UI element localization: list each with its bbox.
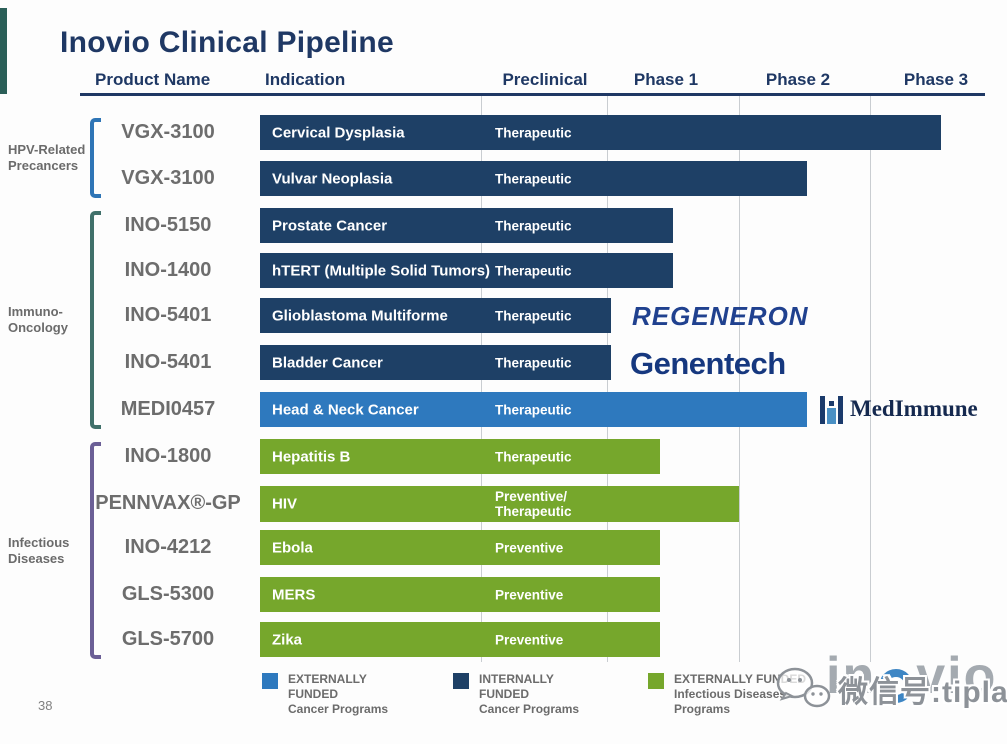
phase-bar-blue: Head & Neck Cancer Therapeutic	[260, 392, 807, 427]
column-header-phase-3: Phase 3	[903, 70, 969, 89]
therapy-type-label: Therapeutic	[495, 308, 572, 323]
phase-bar-green: Hepatitis B Therapeutic	[260, 439, 660, 474]
indication-label: Prostate Cancer	[272, 217, 388, 234]
therapy-type-label: Preventive	[495, 540, 564, 555]
legend-swatch	[262, 673, 278, 689]
indication-label: MERS	[272, 586, 316, 603]
phase-bar-navy: hTERT (Multiple Solid Tumors) Therapeutic	[260, 253, 673, 288]
medimmune-icon-bar	[820, 396, 825, 424]
medimmune-icon-center	[827, 401, 836, 424]
indication-label: Cervical Dysplasia	[272, 124, 405, 141]
inovio-logo-o-icon	[879, 669, 914, 703]
partner-logo-regeneron: REGENERON	[632, 301, 809, 331]
therapy-type-label: Preventive	[495, 587, 564, 602]
product-name: INO-1400	[124, 259, 212, 281]
group-bracket	[90, 211, 101, 429]
product-name: INO-4212	[124, 536, 212, 558]
phase-bar-navy: Bladder Cancer Therapeutic	[260, 345, 611, 380]
partner-logo-genentech: Genentech	[630, 346, 786, 381]
phase-bar-green: Zika Preventive	[260, 622, 660, 657]
wechat-icon	[776, 667, 831, 708]
wechat-watermark: 微信号:tiplab	[772, 666, 1007, 712]
phase-bar-green: HIV Preventive/ Therapeutic	[260, 486, 739, 522]
column-header-phase-1: Phase 1	[633, 70, 699, 89]
page-number: 38	[38, 698, 53, 713]
phase-gridline	[739, 96, 740, 662]
indication-label: Head & Neck Cancer	[272, 401, 419, 418]
column-header-indication: Indication	[265, 70, 346, 89]
therapy-type-label: Therapeutic	[495, 355, 572, 370]
product-name: MEDI0457	[120, 398, 216, 420]
medimmune-icon	[820, 394, 843, 424]
indication-label: Ebola	[272, 539, 313, 556]
product-name: PENNVAX®-GP	[95, 492, 241, 514]
therapy-type-label: Preventive	[495, 632, 564, 647]
indication-label: Bladder Cancer	[272, 354, 383, 371]
medimmune-logo-text: MedImmune	[850, 396, 978, 421]
medimmune-icon-bar	[838, 396, 843, 424]
phase-bar-green: Ebola Preventive	[260, 530, 660, 565]
indication-label: Vulvar Neoplasia	[272, 170, 393, 187]
group-label: Infectious Diseases	[8, 535, 70, 566]
indication-label: hTERT (Multiple Solid Tumors)	[272, 262, 491, 279]
group-label: HPV-Related Precancers	[8, 142, 86, 173]
legend-swatch	[453, 673, 469, 689]
slide-edge-accent	[0, 8, 7, 94]
phase-bar-navy: Cervical Dysplasia Therapeutic	[260, 115, 941, 150]
inovio-logo-text-right: vio	[916, 647, 998, 705]
indication-label: Hepatitis B	[272, 448, 351, 465]
therapy-type-label: Preventive/ Therapeutic	[495, 489, 572, 519]
header-divider-line	[80, 93, 985, 96]
indication-label: HIV	[272, 495, 298, 513]
legend-swatch	[648, 673, 664, 689]
legend-item: INTERNALLY FUNDED Cancer Programs	[453, 672, 579, 717]
medimmune-icon-body	[827, 408, 836, 424]
therapy-type-label: Therapeutic	[495, 125, 572, 140]
column-header-phase-2: Phase 2	[765, 70, 831, 89]
therapy-type-label: Therapeutic	[495, 218, 572, 233]
product-name: INO-5401	[124, 304, 212, 326]
therapy-type-label: Therapeutic	[495, 171, 572, 186]
legend-item-label: EXTERNALLY FUNDED Cancer Programs	[288, 672, 389, 716]
product-name: GLS-5700	[121, 628, 215, 650]
therapy-type-label: Therapeutic	[495, 402, 572, 417]
product-name: INO-5150	[124, 214, 212, 236]
wechat-watermark-text: 微信号:tiplab	[838, 676, 1007, 709]
product-name: GLS-5300	[121, 583, 215, 605]
phase-bar-green: MERS Preventive	[260, 577, 660, 612]
phase-bar-navy: Glioblastoma Multiforme Therapeutic	[260, 298, 611, 333]
indication-label: Zika	[272, 631, 303, 648]
legend-item: EXTERNALLY FUNDED Cancer Programs	[262, 672, 388, 717]
column-header-preclinical: Preclinical	[502, 70, 588, 89]
page-title: Inovio Clinical Pipeline	[60, 26, 394, 60]
product-name: VGX-3100	[121, 167, 215, 189]
product-name: INO-1800	[124, 445, 212, 467]
phase-bar-navy: Prostate Cancer Therapeutic	[260, 208, 673, 243]
product-name: VGX-3100	[121, 121, 215, 143]
group-label: Immuno- Oncology	[8, 304, 68, 335]
legend-item-label: INTERNALLY FUNDED Cancer Programs	[479, 672, 580, 716]
phase-bar-navy: Vulvar Neoplasia Therapeutic	[260, 161, 807, 196]
group-bracket	[90, 442, 101, 659]
inovio-logo: in vio	[826, 646, 997, 706]
phase-gridline	[870, 96, 871, 662]
partner-logo-medimmune: MedImmune	[820, 394, 978, 424]
therapy-type-label: Therapeutic	[495, 449, 572, 464]
group-bracket	[90, 118, 101, 198]
indication-label: Glioblastoma Multiforme	[272, 307, 448, 324]
product-name: INO-5401	[124, 351, 212, 373]
therapy-type-label: Therapeutic	[495, 263, 572, 278]
inovio-logo-text-left: in	[826, 647, 877, 705]
column-header-product-name: Product Name	[95, 70, 211, 89]
medimmune-icon-dot	[829, 401, 834, 406]
